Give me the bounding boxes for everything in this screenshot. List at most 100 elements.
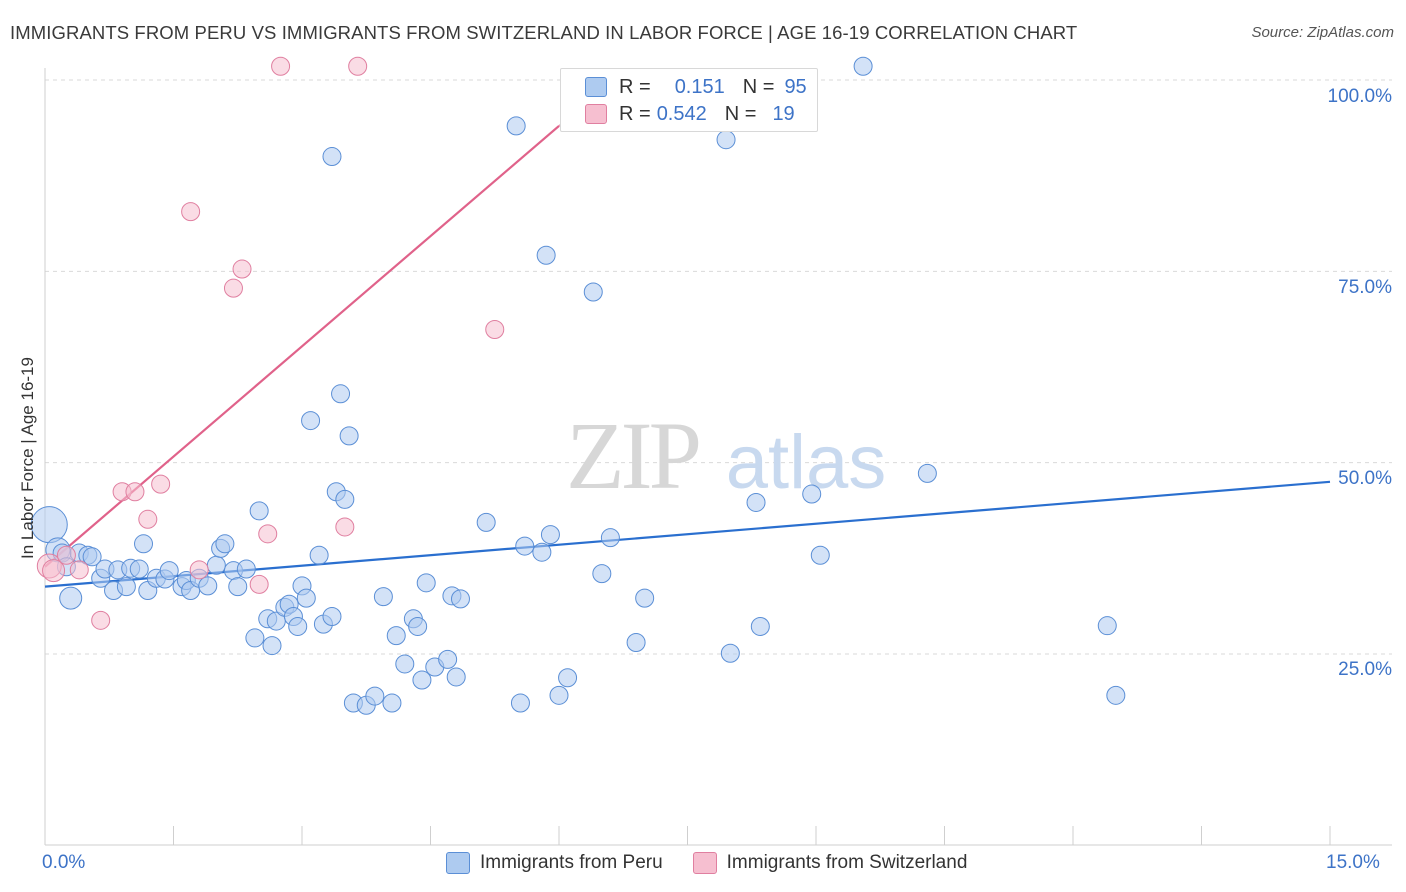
peru-point	[532, 542, 552, 562]
peru-point	[408, 616, 428, 636]
peru-point	[853, 56, 873, 76]
switzerland-point	[138, 509, 158, 529]
legend-item-peru[interactable]: Immigrants from Peru	[446, 852, 663, 874]
peru-point	[506, 116, 526, 136]
legend-n-label: N =	[742, 75, 775, 98]
peru-point	[301, 411, 321, 431]
peru-point	[339, 426, 359, 446]
y-tick-label-75: 75.0%	[1338, 277, 1392, 298]
chart-title: IMMIGRANTS FROM PERU VS IMMIGRANTS FROM …	[10, 22, 1078, 43]
peru-point	[558, 668, 578, 688]
peru-point	[635, 588, 655, 608]
peru-point	[750, 616, 770, 636]
legend-n-value: 95	[784, 75, 807, 98]
x-tick-label-max: 15.0%	[1326, 852, 1380, 873]
peru-point	[746, 492, 766, 512]
switzerland-point	[348, 56, 368, 76]
peru-point	[515, 536, 535, 556]
legend-label-switzerland: Immigrants from Switzerland	[726, 852, 968, 873]
peru-point	[382, 693, 402, 713]
switzerland-point	[223, 278, 243, 298]
peru-point	[159, 561, 179, 581]
peru-point	[206, 555, 226, 575]
peru-swatch-icon	[585, 77, 607, 97]
switzerland-point	[189, 560, 209, 580]
peru-point	[917, 463, 937, 483]
legend-r-value: 0.151	[674, 75, 725, 98]
peru-point	[331, 384, 351, 404]
peru-point	[249, 501, 269, 521]
legend-r-value: 0.542	[656, 102, 707, 125]
source-label: Source: ZipAtlas.com	[1251, 24, 1394, 41]
switzerland-point	[232, 259, 252, 279]
switzerland-point	[249, 574, 269, 594]
switzerland-point	[69, 560, 89, 580]
legend-row-switzerland: R = 0.542 N = 19	[585, 102, 795, 126]
switzerland-point	[258, 524, 278, 544]
switzerland-point	[42, 559, 66, 583]
peru-point	[236, 559, 256, 579]
switzerland-swatch-icon	[585, 104, 607, 124]
legend-r-label: R =	[619, 75, 651, 98]
peru-point	[365, 686, 385, 706]
peru-point	[412, 670, 432, 690]
peru-point	[549, 685, 569, 705]
peru-point	[476, 512, 496, 532]
y-tick-label-50: 50.0%	[1338, 468, 1392, 489]
switzerland-point	[56, 545, 76, 565]
legend-r-label: R =	[619, 102, 651, 125]
peru-trend-line	[44, 480, 1331, 588]
peru-point	[600, 528, 620, 548]
peru-point	[59, 586, 83, 610]
peru-point	[536, 245, 556, 265]
y-tick-label-100: 100.0%	[1327, 86, 1392, 107]
switzerland-point	[335, 517, 355, 537]
peru-point	[1106, 685, 1126, 705]
switzerland-point	[181, 202, 201, 222]
peru-point	[296, 588, 316, 608]
peru-point	[716, 130, 736, 150]
peru-point	[450, 589, 470, 609]
x-tick-label-min: 0.0%	[42, 852, 86, 873]
peru-point	[309, 545, 329, 565]
legend-label-peru: Immigrants from Peru	[480, 852, 663, 873]
peru-point	[373, 587, 393, 607]
peru-point	[82, 547, 102, 567]
peru-point	[416, 573, 436, 593]
peru-legend-icon	[446, 852, 470, 874]
peru-point	[386, 626, 406, 646]
peru-point	[245, 628, 265, 648]
peru-point	[510, 693, 530, 713]
legend-n-label: N =	[724, 102, 757, 125]
peru-point	[228, 577, 248, 597]
peru-point	[592, 564, 612, 584]
axes	[44, 68, 1392, 846]
peru-point	[262, 636, 282, 656]
peru-point	[215, 534, 235, 554]
peru-point	[288, 616, 308, 636]
peru-point	[438, 649, 458, 669]
watermark-zip: ZIP	[566, 402, 699, 509]
peru-point	[540, 525, 560, 545]
data-points	[30, 56, 1126, 715]
switzerland-legend-icon	[692, 852, 717, 874]
peru-point	[322, 147, 342, 167]
y-tick-label-25: 25.0%	[1338, 659, 1392, 680]
legend-item-switzerland[interactable]: Immigrants from Switzerland	[692, 852, 968, 874]
peru-point	[116, 577, 136, 597]
peru-point	[129, 559, 149, 579]
peru-point	[802, 484, 822, 504]
switzerland-point	[151, 474, 171, 494]
switzerland-point	[485, 319, 505, 339]
y-axis-label: In Labor Force | Age 16-19	[18, 357, 37, 559]
peru-point	[583, 282, 603, 302]
trend-lines	[44, 82, 1331, 588]
legend-n-value: 19	[772, 102, 795, 125]
switzerland-point	[271, 56, 291, 76]
peru-point	[446, 667, 466, 687]
peru-point	[720, 643, 740, 663]
series-legend: Immigrants from Peru Immigrants from Swi…	[446, 852, 997, 874]
peru-point	[810, 545, 830, 565]
legend-row-peru: R = 0.151 N = 95	[585, 75, 807, 99]
